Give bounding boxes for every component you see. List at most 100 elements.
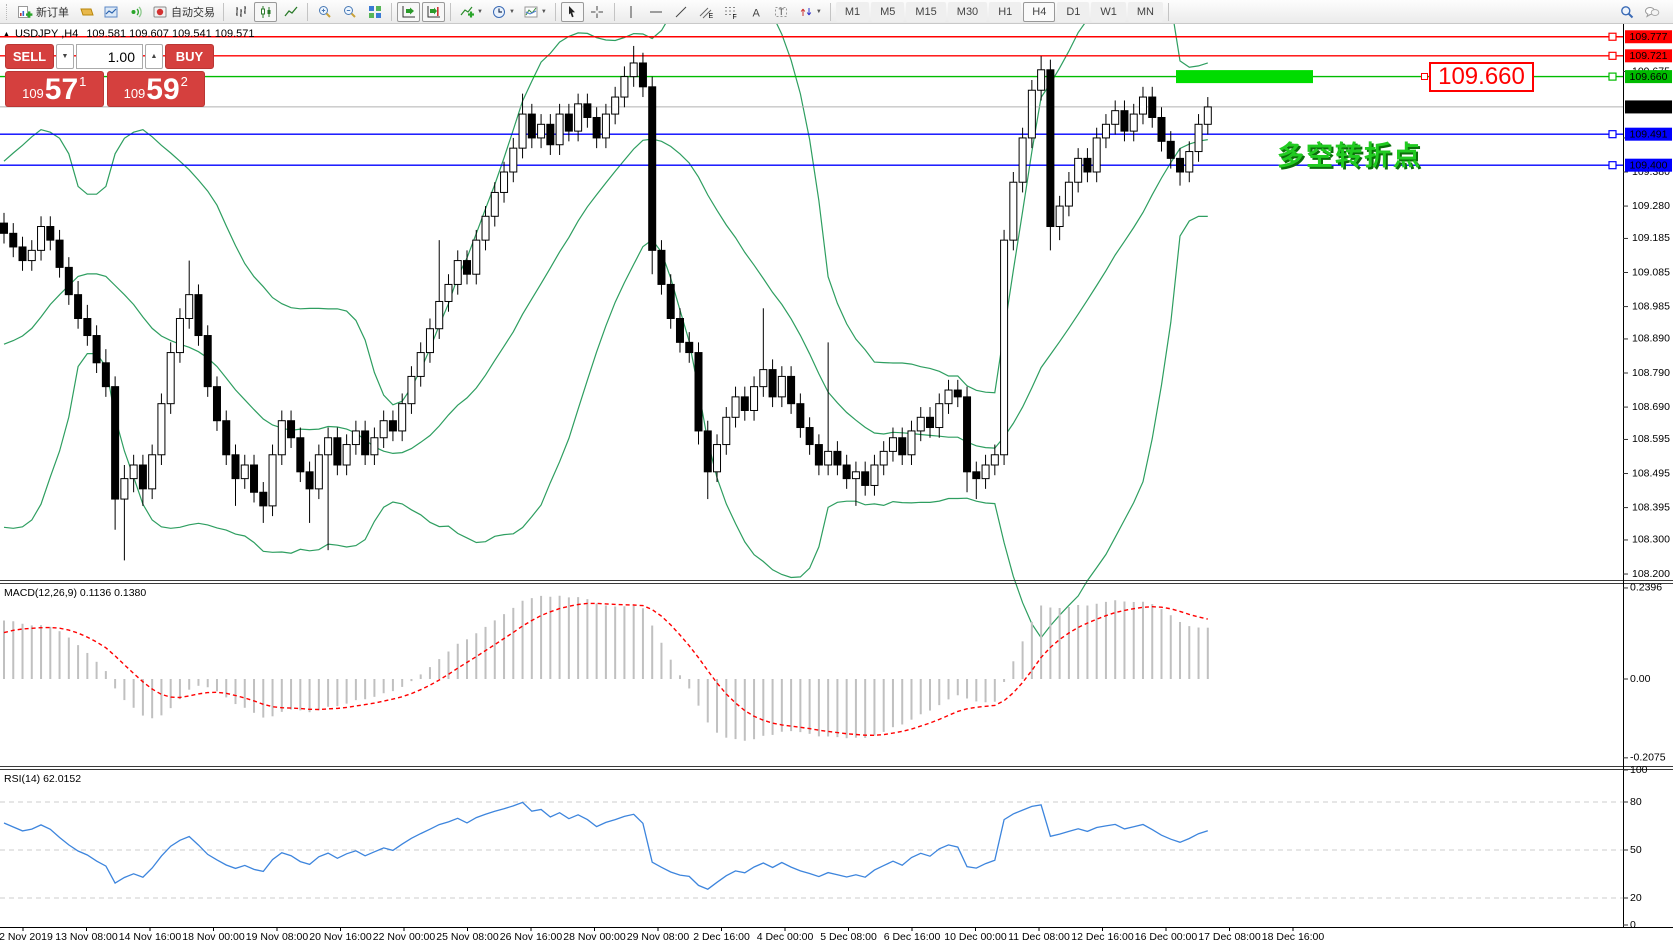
- candle-body: [842, 464, 851, 480]
- timeframe-h4[interactable]: H4: [1023, 1, 1056, 22]
- time-tick-label: 28 Nov 00:00: [563, 931, 626, 943]
- ohlc-values: 109.581 109.607 109.541 109.571: [86, 28, 255, 40]
- time-tick-label: 13 Nov 08:00: [55, 931, 118, 943]
- candle-body: [851, 471, 860, 480]
- price-tick-label: 109.085: [1632, 266, 1670, 278]
- candle-body: [388, 420, 397, 432]
- candle-body: [1138, 96, 1147, 115]
- fibonacci-tool-button[interactable]: F: [720, 2, 743, 22]
- volume-input[interactable]: [76, 44, 143, 69]
- line-chart-button[interactable]: [279, 2, 302, 22]
- text-icon: A: [753, 7, 761, 19]
- buy-price-big: 59: [146, 73, 180, 106]
- market-watch-button[interactable]: [74, 2, 97, 22]
- vertical-line-tool-button[interactable]: [620, 2, 643, 22]
- candle-body: [463, 260, 471, 275]
- candle-body: [398, 403, 407, 432]
- bollinger-band: [3, 215, 1208, 639]
- timeframe-m30[interactable]: M30: [947, 1, 988, 22]
- svg-text:109.777: 109.777: [1630, 31, 1668, 43]
- buy-button[interactable]: BUY: [165, 44, 214, 69]
- sell-button[interactable]: SELL: [5, 44, 54, 69]
- trendline-tool-button[interactable]: [670, 2, 693, 22]
- timeframe-mn[interactable]: MN: [1127, 1, 1163, 22]
- text-label-tool-button[interactable]: T: [770, 2, 793, 22]
- axis-price-label: [1625, 100, 1672, 114]
- candle-body: [1194, 123, 1203, 153]
- autotrading-button[interactable]: 自动交易: [149, 2, 218, 22]
- zoom-in-button[interactable]: [313, 2, 336, 22]
- candle-body: [166, 352, 175, 405]
- candlestick-chart-button[interactable]: [254, 1, 277, 22]
- navigator-button[interactable]: [124, 2, 147, 22]
- buy-price-tile[interactable]: 109 59 2: [106, 71, 205, 107]
- collapse-arrow-icon[interactable]: ▲: [3, 30, 10, 38]
- tile-windows-button[interactable]: [363, 2, 386, 22]
- chart-canvas[interactable]: 109.675109.480109.380109.280109.185109.0…: [0, 24, 1673, 946]
- candle-body: [74, 294, 83, 320]
- line-handle[interactable]: [1608, 51, 1617, 60]
- price-callout-box[interactable]: 109.660: [1429, 62, 1534, 92]
- new-order-button[interactable]: 新订单: [14, 2, 72, 22]
- text-tool-button[interactable]: A: [745, 2, 768, 22]
- indicators-button[interactable]: ▼: [456, 2, 486, 22]
- cursor-tool-button[interactable]: [560, 1, 584, 22]
- line-handle[interactable]: [1608, 130, 1617, 139]
- line-handle[interactable]: [1608, 32, 1617, 41]
- svg-text:F: F: [733, 14, 737, 20]
- time-tick-label: 12 Dec 16:00: [1071, 931, 1134, 943]
- volume-increase-button[interactable]: ▲: [145, 44, 163, 69]
- candle-body: [1009, 181, 1018, 241]
- arrows-tool-button[interactable]: ▼: [795, 2, 825, 22]
- line-handle[interactable]: [1608, 161, 1617, 170]
- candle-body: [1046, 69, 1055, 228]
- candle-body: [407, 375, 416, 405]
- candle-body: [629, 62, 638, 78]
- timeframe-m5[interactable]: M5: [871, 1, 905, 22]
- horizontal-line-tool-button[interactable]: [645, 2, 668, 22]
- candle-body: [796, 403, 805, 429]
- candle-body: [1000, 239, 1009, 456]
- candle-body: [1064, 181, 1073, 207]
- time-tick-label: 19 Nov 08:00: [246, 931, 309, 943]
- volume-decrease-button[interactable]: ▼: [56, 44, 74, 69]
- candle-body: [250, 464, 259, 493]
- candle-body: [888, 437, 897, 452]
- chart-shift-button[interactable]: [422, 1, 445, 22]
- candle-body: [777, 375, 786, 398]
- timeframe-w1[interactable]: W1: [1091, 1, 1126, 22]
- search-button[interactable]: [1615, 2, 1638, 22]
- bar-chart-button[interactable]: [229, 2, 252, 22]
- candle-body: [814, 444, 823, 466]
- candle-body: [1129, 113, 1138, 132]
- candle-body: [694, 352, 703, 432]
- sell-price-tile[interactable]: 109 57 1: [5, 71, 104, 107]
- candle-body: [750, 386, 759, 411]
- auto-scroll-button[interactable]: [397, 1, 420, 22]
- callout-handle[interactable]: [1421, 73, 1428, 80]
- indicators-caret-icon: ▼: [477, 8, 483, 15]
- timeframe-h1[interactable]: H1: [989, 1, 1022, 22]
- chat-button[interactable]: [1640, 2, 1663, 22]
- line-handle[interactable]: [1608, 72, 1617, 81]
- candle-body: [537, 123, 546, 139]
- candle-body: [1120, 110, 1129, 132]
- candle-body: [268, 454, 277, 507]
- equidistant-channel-tool-button[interactable]: E: [695, 2, 718, 22]
- highlight-rectangle[interactable]: [1176, 70, 1313, 84]
- templates-button[interactable]: ▼: [520, 2, 550, 22]
- data-window-button[interactable]: [99, 2, 122, 22]
- crosshair-tool-button[interactable]: [586, 2, 609, 22]
- periods-button[interactable]: ▼: [488, 2, 518, 22]
- timeframe-m1[interactable]: M1: [835, 1, 870, 22]
- candle-body: [657, 249, 666, 285]
- time-tick-label: 17 Dec 08:00: [1198, 931, 1261, 943]
- zoom-out-button[interactable]: [338, 2, 361, 22]
- time-tick-label: 22 Nov 00:00: [373, 931, 436, 943]
- candle-body: [944, 389, 953, 405]
- macd-signal-line: [3, 602, 1208, 737]
- timeframe-m15[interactable]: M15: [906, 1, 946, 22]
- timeframe-d1[interactable]: D1: [1057, 1, 1090, 22]
- chart-region: 109.675109.480109.380109.280109.185109.0…: [0, 24, 1673, 946]
- chart-annotation-text[interactable]: 多空转折点: [1277, 141, 1422, 171]
